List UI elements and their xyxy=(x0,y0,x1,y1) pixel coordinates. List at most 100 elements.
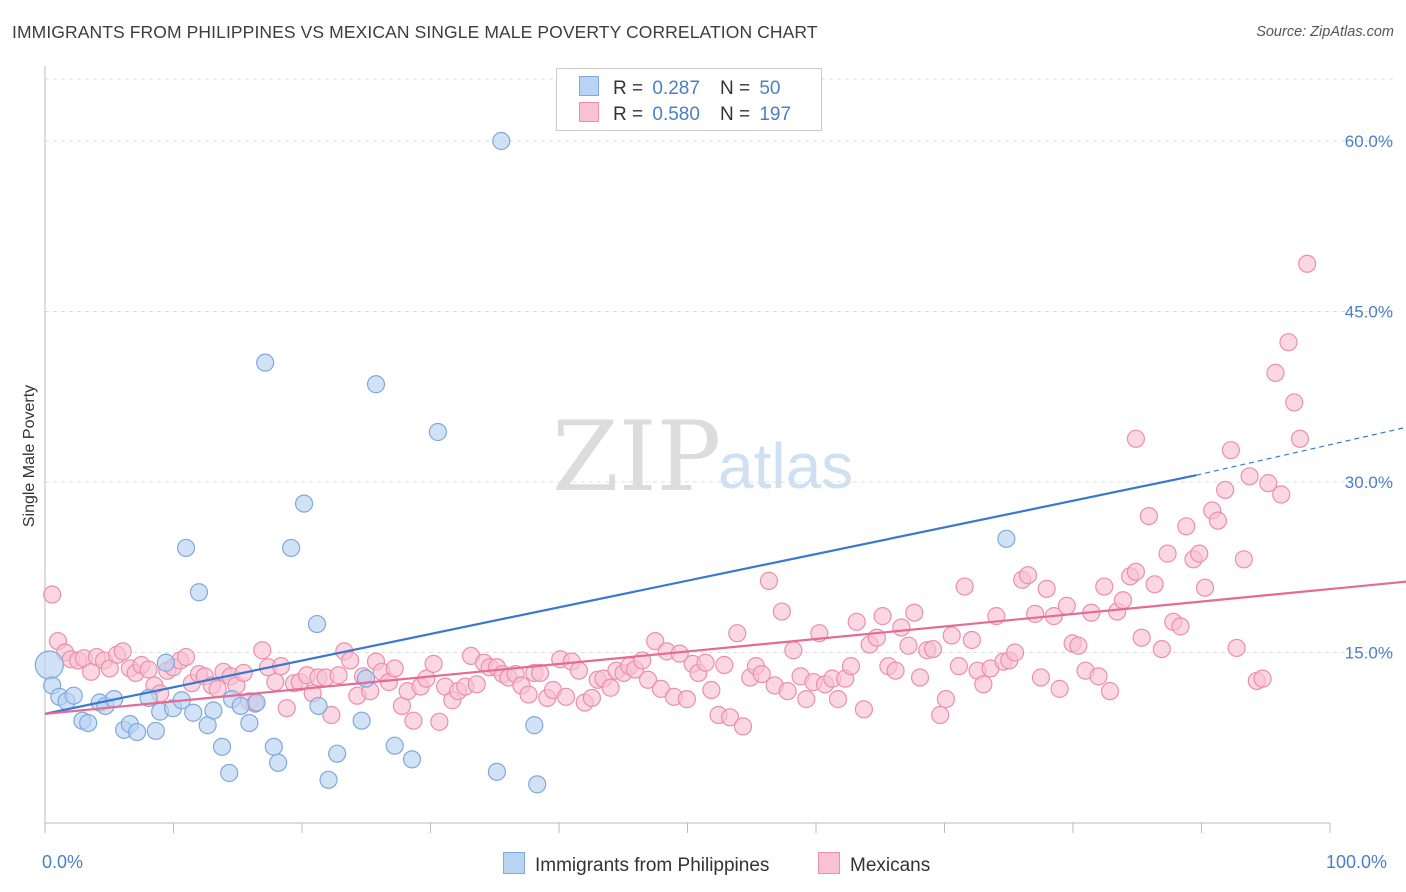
data-point xyxy=(1005,643,1025,662)
data-point xyxy=(569,661,589,680)
data-point xyxy=(910,668,930,687)
data-point xyxy=(974,675,993,694)
data-point xyxy=(402,750,422,769)
data-point xyxy=(366,375,386,394)
data-point xyxy=(1216,480,1235,500)
source-label: Source: ZipAtlas.com xyxy=(1256,24,1394,40)
data-point xyxy=(1095,577,1114,596)
data-point xyxy=(253,641,272,660)
data-point xyxy=(1126,429,1146,448)
data-point xyxy=(1126,562,1146,581)
data-point xyxy=(873,607,892,626)
data-point xyxy=(772,602,791,621)
data-point xyxy=(1139,506,1158,526)
data-point xyxy=(847,612,866,631)
data-point xyxy=(319,770,338,789)
data-point xyxy=(256,353,275,372)
data-point xyxy=(294,494,314,513)
data-point xyxy=(931,705,950,725)
data-point xyxy=(1227,638,1246,658)
trend-line xyxy=(44,474,1197,715)
data-point xyxy=(492,131,511,151)
data-point xyxy=(1234,550,1253,569)
data-point xyxy=(1298,254,1317,273)
data-point xyxy=(1158,544,1177,563)
data-point xyxy=(282,538,301,558)
data-point xyxy=(309,696,328,716)
data-point xyxy=(525,716,544,735)
legend-swatch-blue xyxy=(579,76,599,96)
data-point xyxy=(264,737,283,756)
data-point xyxy=(886,661,905,680)
x-min-label: 0.0% xyxy=(42,852,84,872)
data-point xyxy=(329,666,348,685)
data-point xyxy=(328,744,347,763)
data-point xyxy=(428,422,448,442)
data-point xyxy=(1100,682,1120,701)
data-point xyxy=(1031,668,1051,687)
data-point xyxy=(385,659,404,678)
data-point xyxy=(1050,679,1069,698)
data-point xyxy=(430,712,449,731)
data-point xyxy=(1026,604,1045,623)
data-point xyxy=(487,762,507,781)
data-point xyxy=(784,641,803,660)
data-point xyxy=(247,693,266,712)
data-point xyxy=(715,655,734,675)
data-point xyxy=(778,682,797,701)
data-point xyxy=(530,663,550,683)
data-point xyxy=(1290,429,1310,448)
data-point xyxy=(997,529,1016,548)
data-point xyxy=(728,624,747,643)
data-point xyxy=(212,737,232,756)
data-point xyxy=(156,653,175,672)
y-axis-label: Single Male Poverty xyxy=(21,385,38,527)
data-point xyxy=(208,679,227,698)
data-point xyxy=(759,571,779,590)
legend-swatch-blue xyxy=(503,852,525,874)
data-point xyxy=(1266,363,1285,382)
data-point xyxy=(34,650,64,680)
data-point xyxy=(1113,591,1133,610)
data-point xyxy=(1089,667,1108,686)
r-value: 0.580 xyxy=(652,104,700,125)
data-point xyxy=(113,642,132,661)
data-point xyxy=(64,686,83,705)
data-point xyxy=(601,678,620,697)
data-point xyxy=(1279,333,1298,352)
data-point xyxy=(1272,485,1291,504)
data-point xyxy=(556,687,576,706)
data-point xyxy=(269,753,288,772)
trend-line xyxy=(44,580,1406,715)
data-point xyxy=(277,699,296,718)
data-point xyxy=(1057,596,1076,615)
data-point xyxy=(955,577,974,596)
data-point xyxy=(307,614,327,634)
data-point xyxy=(677,690,696,709)
watermark-zip: ZIP xyxy=(552,401,721,513)
data-point xyxy=(43,585,62,604)
data-point xyxy=(828,690,848,709)
data-point xyxy=(1152,639,1171,659)
y-ticks: 15.0% 30.0% 45.0% 60.0% xyxy=(1345,132,1393,663)
data-point xyxy=(696,653,715,672)
x-max-label: 100.0% xyxy=(1326,852,1388,872)
data-point xyxy=(519,685,538,704)
y-tick-label: 15.0% xyxy=(1345,644,1393,663)
y-tick-label: 30.0% xyxy=(1345,473,1393,492)
data-point xyxy=(752,664,771,684)
data-point xyxy=(322,705,341,725)
data-point xyxy=(467,675,486,694)
data-point xyxy=(942,626,961,645)
data-point xyxy=(1208,511,1228,530)
data-point xyxy=(1240,467,1259,486)
data-point xyxy=(266,672,285,692)
data-point xyxy=(352,711,371,730)
data-point xyxy=(528,775,547,794)
data-point xyxy=(702,680,721,700)
data-point xyxy=(854,700,874,719)
data-point xyxy=(404,711,423,730)
correlation-legend: R = 0.287 N = 50 R = 0.580 N = 197 xyxy=(556,68,822,131)
y-tick-label: 45.0% xyxy=(1345,303,1393,322)
